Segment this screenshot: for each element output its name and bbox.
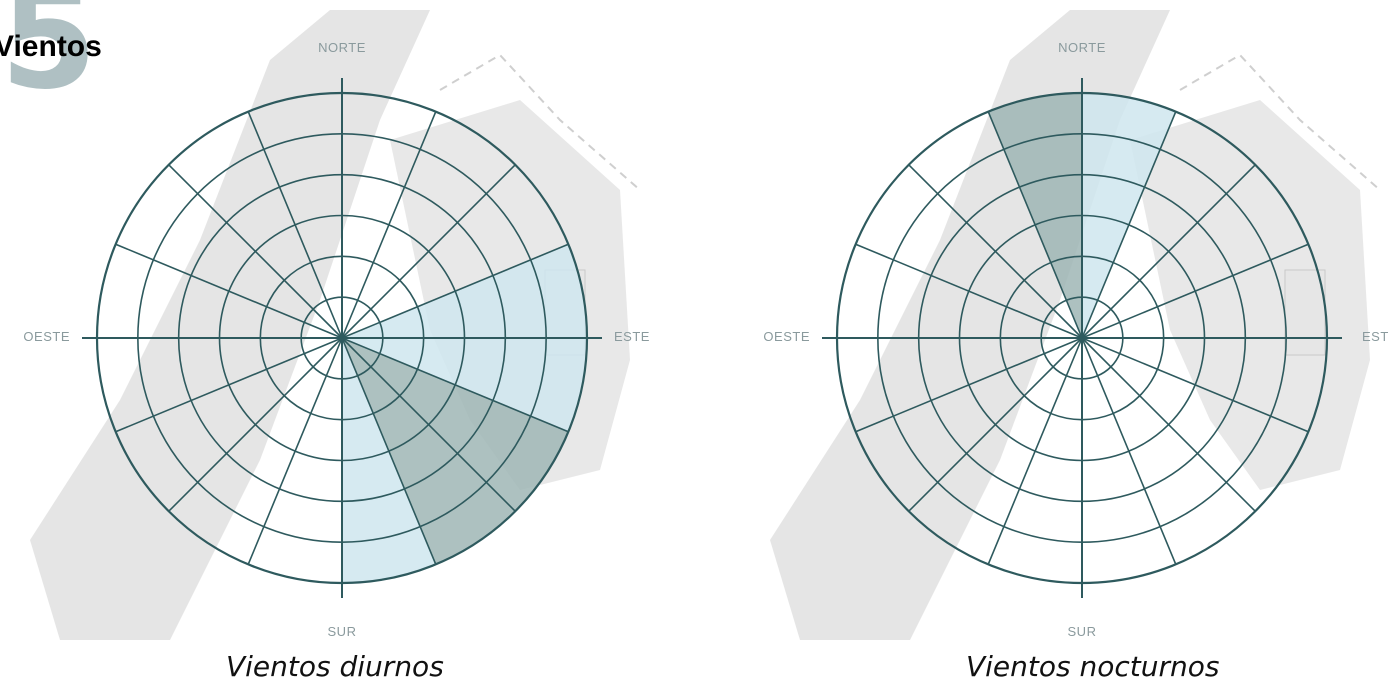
spoke-line bbox=[1081, 337, 1309, 433]
label-east: ESTE bbox=[614, 329, 650, 344]
spoke-line bbox=[341, 111, 437, 339]
spoke-line bbox=[341, 164, 516, 339]
spoke-line bbox=[341, 337, 569, 433]
spoke-line bbox=[908, 337, 1083, 512]
spoke-line bbox=[1081, 111, 1177, 339]
nocturnal-wind-panel: NORTE SUR EST OESTE bbox=[740, 0, 1391, 645]
spoke-line bbox=[247, 111, 343, 339]
section-number: 5 bbox=[0, 0, 98, 121]
label-east: EST bbox=[1362, 329, 1389, 344]
spoke-line bbox=[168, 337, 343, 512]
spoke-line bbox=[341, 243, 569, 339]
spoke-line bbox=[855, 337, 1083, 433]
diurnal-wind-rose: NORTE SUR ESTE OESTE bbox=[23, 10, 650, 640]
caption-nocturnal: Vientos nocturnos bbox=[966, 650, 1220, 683]
spoke-line bbox=[1081, 243, 1309, 339]
spoke-line bbox=[247, 337, 343, 565]
spoke-line bbox=[341, 337, 437, 565]
spoke-line bbox=[168, 164, 343, 339]
wind-highlight-sectors bbox=[988, 93, 1176, 338]
compass-grid bbox=[822, 78, 1342, 598]
label-south: SUR bbox=[1068, 624, 1097, 639]
spoke-line bbox=[855, 243, 1083, 339]
spoke-line bbox=[1081, 337, 1256, 512]
spoke-line bbox=[115, 243, 343, 339]
compass-grid bbox=[82, 78, 602, 598]
wind-highlight-sectors bbox=[342, 244, 587, 583]
spoke-line bbox=[987, 111, 1083, 339]
label-south: SUR bbox=[328, 624, 357, 639]
nocturnal-wind-rose: NORTE SUR EST OESTE bbox=[763, 10, 1389, 640]
diurnal-wind-panel: NORTE SUR ESTE OESTE bbox=[0, 0, 690, 645]
label-north: NORTE bbox=[1058, 40, 1106, 55]
spoke-line bbox=[1081, 337, 1177, 565]
page-title: Vientos bbox=[0, 30, 102, 63]
wind-sector-frequent bbox=[342, 338, 436, 583]
spoke-line bbox=[987, 337, 1083, 565]
wind-sector-frequent bbox=[1082, 93, 1176, 338]
spoke-line bbox=[908, 164, 1083, 339]
label-west: OESTE bbox=[23, 329, 70, 344]
wind-sector-dominant bbox=[988, 93, 1082, 338]
label-west: OESTE bbox=[763, 329, 810, 344]
spoke-line bbox=[1081, 164, 1256, 339]
spoke-line bbox=[115, 337, 343, 433]
caption-diurnal: Vientos diurnos bbox=[226, 650, 444, 683]
label-north: NORTE bbox=[318, 40, 366, 55]
spoke-line bbox=[341, 337, 516, 512]
